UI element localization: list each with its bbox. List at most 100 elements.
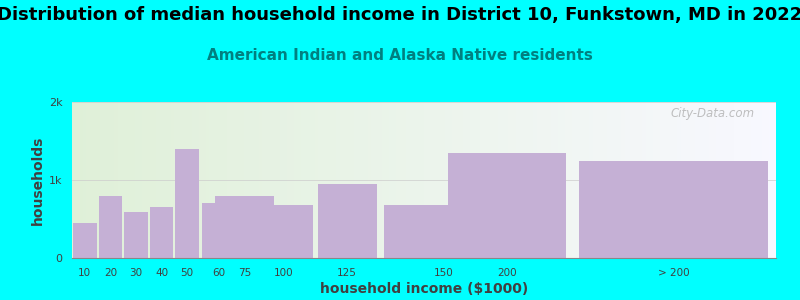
Bar (480, 102, 484, 258)
Bar (195, 102, 198, 258)
Bar (474, 102, 477, 258)
Bar (82, 102, 86, 258)
Bar (656, 102, 660, 258)
Bar (698, 102, 702, 258)
Bar (318, 184, 377, 258)
Bar (445, 102, 449, 258)
Bar (590, 102, 593, 258)
Bar (466, 102, 470, 258)
Bar (547, 102, 550, 258)
Bar (558, 102, 562, 258)
Bar (670, 102, 674, 258)
X-axis label: household income ($1000): household income ($1000) (320, 282, 528, 296)
Bar (614, 102, 618, 258)
Bar (766, 102, 769, 258)
Bar (245, 102, 248, 258)
Bar (384, 205, 502, 258)
Bar (491, 102, 494, 258)
Bar (702, 102, 706, 258)
Bar (427, 102, 431, 258)
Bar (720, 102, 723, 258)
Bar (494, 102, 498, 258)
Bar (322, 102, 326, 258)
Bar (230, 102, 234, 258)
Bar (301, 102, 304, 258)
Bar (438, 102, 442, 258)
Bar (678, 102, 681, 258)
Bar (663, 102, 667, 258)
Text: City-Data.com: City-Data.com (670, 107, 755, 120)
Bar (618, 102, 621, 258)
Bar (509, 102, 512, 258)
Bar (477, 102, 480, 258)
Bar (181, 102, 185, 258)
Bar (522, 102, 526, 258)
Bar (582, 102, 586, 258)
Bar (216, 102, 220, 258)
Bar (343, 102, 346, 258)
Bar (114, 102, 118, 258)
Bar (124, 212, 148, 258)
Bar (269, 102, 273, 258)
Bar (406, 102, 410, 258)
Bar (610, 102, 614, 258)
Bar (442, 102, 445, 258)
Bar (621, 102, 625, 258)
Bar (290, 102, 294, 258)
Bar (738, 102, 741, 258)
Bar (638, 102, 642, 258)
Bar (206, 102, 210, 258)
Text: American Indian and Alaska Native residents: American Indian and Alaska Native reside… (207, 48, 593, 63)
Bar (273, 102, 276, 258)
Bar (125, 102, 128, 258)
Bar (449, 102, 452, 258)
Bar (188, 102, 192, 258)
Bar (550, 102, 554, 258)
Bar (410, 102, 414, 258)
Bar (579, 160, 768, 258)
Bar (568, 102, 572, 258)
Bar (755, 102, 758, 258)
Bar (741, 102, 744, 258)
Bar (431, 102, 434, 258)
Bar (660, 102, 663, 258)
Bar (132, 102, 135, 258)
Bar (709, 102, 713, 258)
Bar (734, 102, 738, 258)
Bar (336, 102, 339, 258)
Bar (537, 102, 540, 258)
Bar (255, 102, 258, 258)
Bar (210, 102, 213, 258)
Bar (726, 102, 730, 258)
Bar (515, 102, 519, 258)
Bar (175, 149, 199, 258)
Bar (530, 102, 533, 258)
Bar (339, 102, 343, 258)
Bar (751, 102, 755, 258)
Bar (730, 102, 734, 258)
Bar (414, 102, 417, 258)
Bar (434, 102, 438, 258)
Bar (575, 102, 579, 258)
Bar (251, 102, 255, 258)
Bar (238, 102, 241, 258)
Bar (97, 102, 100, 258)
Bar (744, 102, 748, 258)
Bar (128, 102, 132, 258)
Bar (646, 102, 650, 258)
Bar (399, 102, 403, 258)
Bar (579, 102, 582, 258)
Bar (748, 102, 751, 258)
Bar (73, 223, 97, 258)
Bar (192, 102, 195, 258)
Bar (368, 102, 371, 258)
Bar (110, 102, 114, 258)
Bar (600, 102, 603, 258)
Bar (202, 102, 206, 258)
Bar (280, 102, 283, 258)
Y-axis label: households: households (30, 135, 45, 225)
Bar (758, 102, 762, 258)
Bar (417, 102, 421, 258)
Bar (572, 102, 575, 258)
Bar (258, 102, 262, 258)
